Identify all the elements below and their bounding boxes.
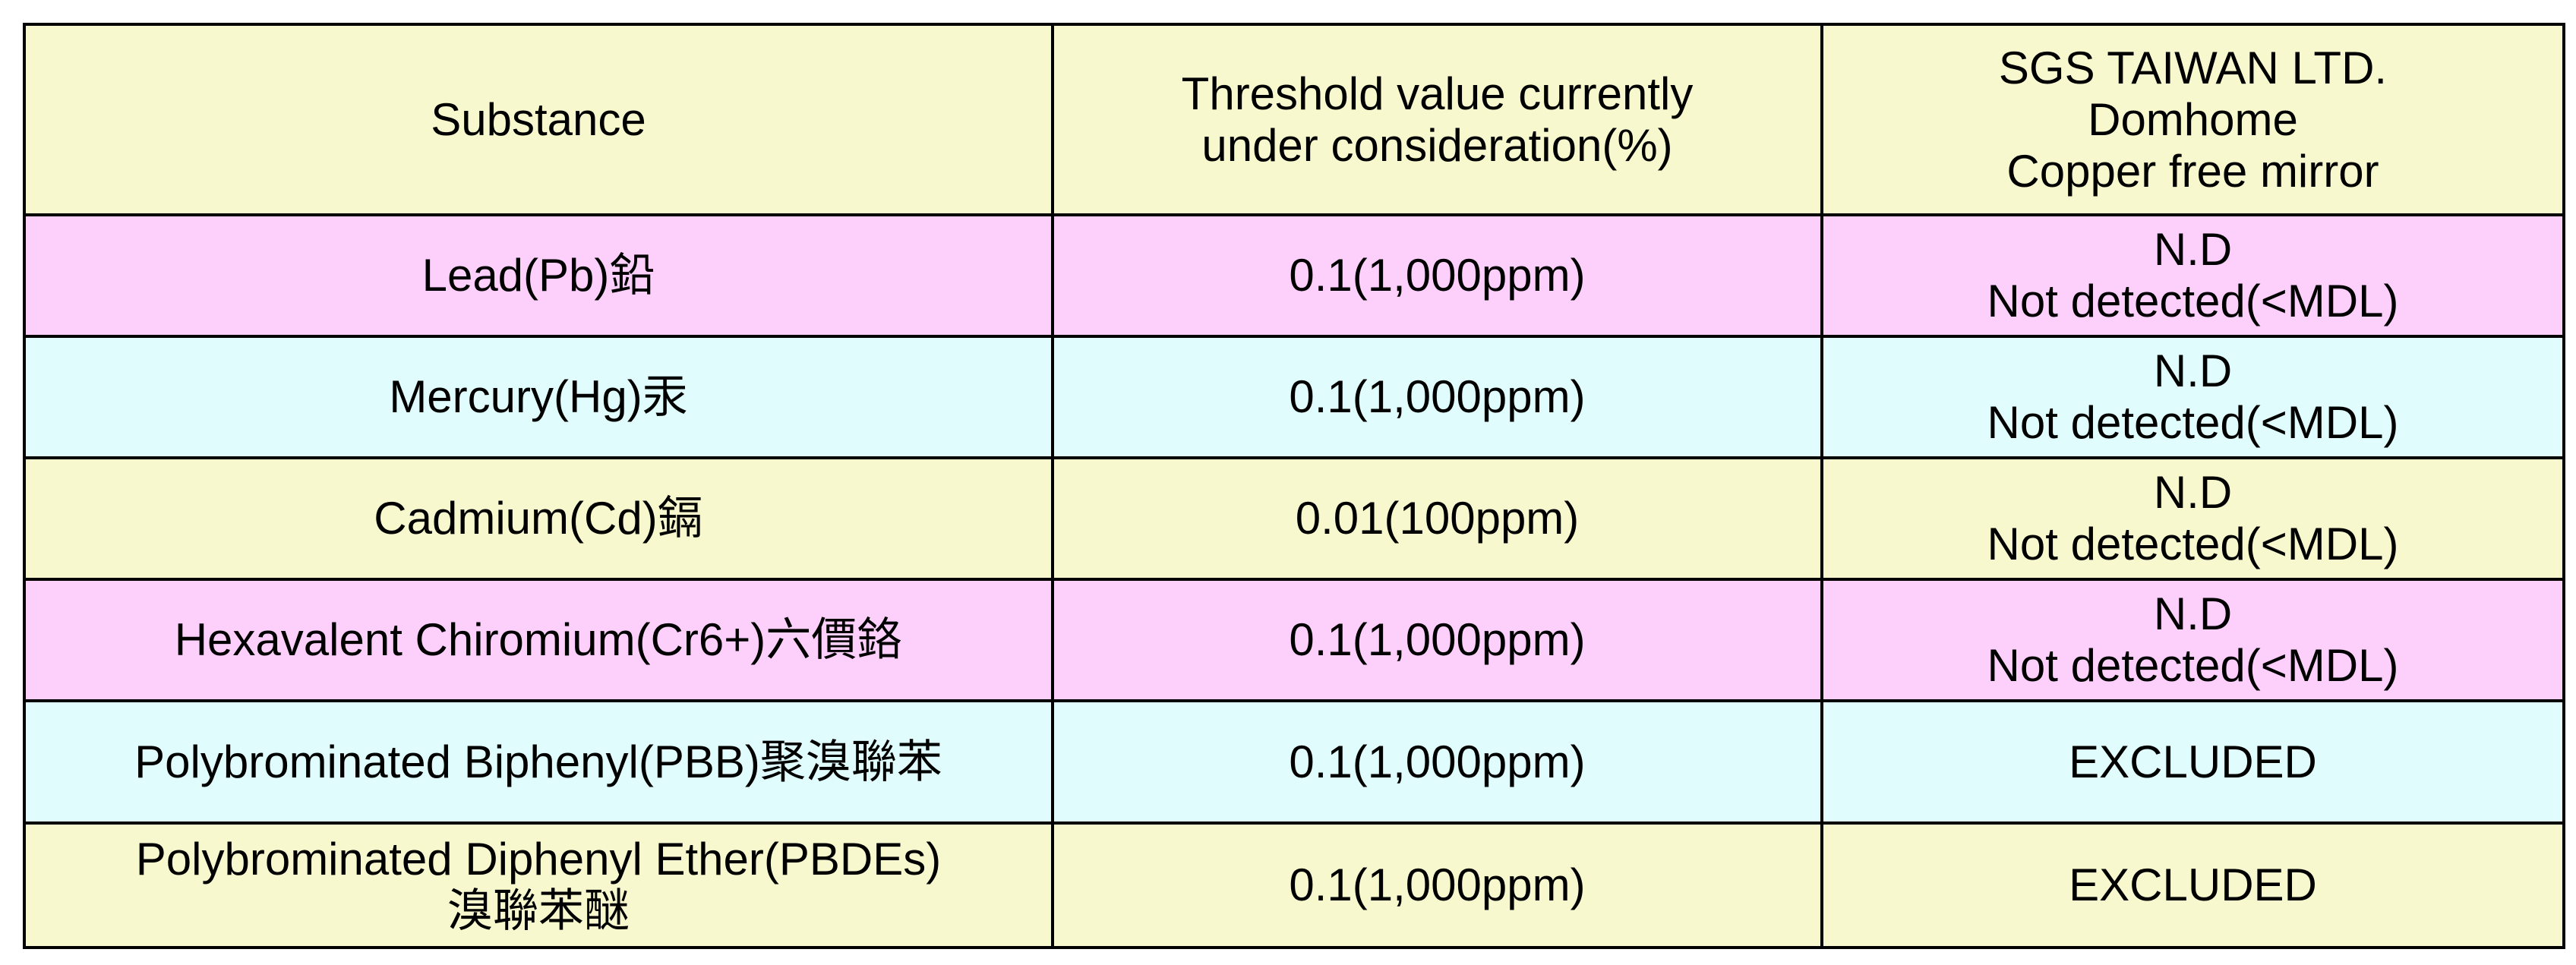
- table-cell: SGS TAIWAN LTD. Domhome Copper free mirror: [1820, 23, 2565, 216]
- table-row: Lead(Pb)鉛 0.1(1,000ppm) N.D Not detected(<M…: [23, 213, 2565, 338]
- cell-text: 0.1(1,000ppm): [1289, 250, 1586, 301]
- table-row: Cadmium(Cd)鎘 0.01(100ppm) N.D Not detected(…: [23, 456, 2565, 581]
- table-row: Polybrominated Diphenyl Ether(PBDEs) 溴聯苯醚…: [23, 822, 2565, 949]
- cell-text: Substance: [431, 93, 646, 145]
- cell-text: Copper free mirror: [2006, 145, 2379, 197]
- table-cell: N.D Not detected(<MDL): [1820, 456, 2565, 581]
- table-cell: 0.1(1,000ppm): [1051, 822, 1823, 949]
- table-row: Polybrominated Biphenyl(PBB)聚溴聯苯 0.1(1,00…: [23, 699, 2565, 825]
- table-cell: Mercury(Hg)汞: [23, 335, 1054, 459]
- cell-text: Polybrominated Diphenyl Ether(PBDEs): [135, 834, 942, 885]
- cell-text: EXCLUDED: [2069, 859, 2317, 910]
- cell-text: SGS TAIWAN LTD.: [1998, 42, 2388, 93]
- cell-text: 0.1(1,000ppm): [1289, 859, 1586, 910]
- table-cell: Cadmium(Cd)鎘: [23, 456, 1054, 581]
- table-cell: Polybrominated Diphenyl Ether(PBDEs) 溴聯苯醚: [23, 822, 1054, 949]
- table-cell: 0.1(1,000ppm): [1051, 699, 1823, 825]
- table-cell: Substance: [23, 23, 1054, 216]
- table-cell: 0.1(1,000ppm): [1051, 578, 1823, 702]
- table-row: Substance Threshold value currently under …: [23, 23, 2565, 216]
- cell-text: 0.1(1,000ppm): [1289, 371, 1586, 422]
- cell-text: EXCLUDED: [2069, 736, 2317, 787]
- cell-text: Mercury(Hg)汞: [389, 371, 688, 422]
- cell-text: 0.01(100ppm): [1295, 493, 1580, 544]
- table-cell: EXCLUDED: [1820, 699, 2565, 825]
- cell-text: Domhome: [2088, 93, 2298, 145]
- cell-text: 溴聯苯醚: [447, 885, 630, 936]
- cell-text: Lead(Pb)鉛: [421, 250, 655, 301]
- table-cell: Lead(Pb)鉛: [23, 213, 1054, 338]
- table-row: Hexavalent Chiromium(Cr6+)六價鉻 0.1(1,000pp…: [23, 578, 2565, 702]
- cell-text: N.D: [2153, 467, 2233, 518]
- table-cell: 0.1(1,000ppm): [1051, 335, 1823, 459]
- table-cell: Polybrominated Biphenyl(PBB)聚溴聯苯: [23, 699, 1054, 825]
- cell-text: under consideration(%): [1201, 119, 1673, 171]
- cell-text: 0.1(1,000ppm): [1289, 614, 1586, 665]
- table-body: Substance Threshold value currently under …: [23, 23, 2565, 949]
- cell-text: 0.1(1,000ppm): [1289, 736, 1586, 787]
- table-cell: N.D Not detected(<MDL): [1820, 335, 2565, 459]
- cell-text: N.D: [2153, 224, 2233, 275]
- table-cell: 0.01(100ppm): [1051, 456, 1823, 581]
- table-cell: EXCLUDED: [1820, 822, 2565, 949]
- table-cell: Hexavalent Chiromium(Cr6+)六價鉻: [23, 578, 1054, 702]
- cell-text: Not detected(<MDL): [1987, 640, 2399, 691]
- cell-text: Cadmium(Cd)鎘: [374, 493, 703, 544]
- table-cell: N.D Not detected(<MDL): [1820, 213, 2565, 338]
- table-cell: 0.1(1,000ppm): [1051, 213, 1823, 338]
- cell-text: Threshold value currently: [1181, 68, 1694, 119]
- cell-text: Hexavalent Chiromium(Cr6+)六價鉻: [174, 614, 903, 665]
- cell-text: Not detected(<MDL): [1987, 519, 2399, 569]
- cell-text: N.D: [2153, 345, 2233, 396]
- table-cell: N.D Not detected(<MDL): [1820, 578, 2565, 702]
- cell-text: Polybrominated Biphenyl(PBB)聚溴聯苯: [134, 736, 942, 787]
- cell-text: Not detected(<MDL): [1987, 276, 2399, 326]
- table-row: Mercury(Hg)汞 0.1(1,000ppm) N.D Not detected…: [23, 335, 2565, 459]
- table-cell: Threshold value currently under considera…: [1051, 23, 1823, 216]
- rohs-table: Substance Threshold value currently under …: [23, 23, 2565, 949]
- cell-text: N.D: [2153, 588, 2233, 639]
- cell-text: Not detected(<MDL): [1987, 397, 2399, 448]
